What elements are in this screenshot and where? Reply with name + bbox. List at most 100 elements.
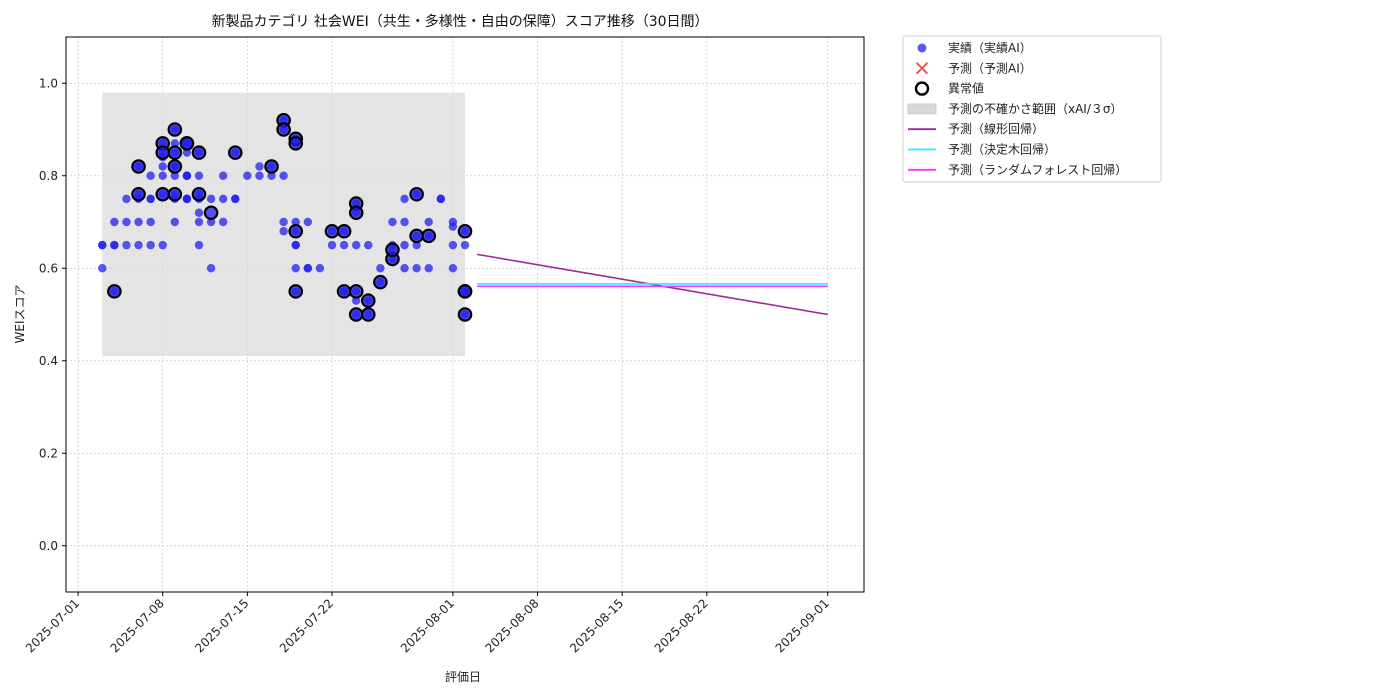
actual-point bbox=[448, 222, 458, 231]
outlier-point bbox=[107, 284, 122, 299]
outlier-point bbox=[324, 223, 340, 239]
actual-point bbox=[194, 217, 204, 227]
legend-label: 予測の不確かさ範囲（xAI/３σ） bbox=[948, 101, 1123, 116]
y-axis-ticks: 0.0 0.2 0.4 0.6 0.8 1.0 bbox=[39, 76, 66, 553]
outlier-point bbox=[288, 223, 304, 239]
outlier-point bbox=[409, 186, 424, 202]
x-tick-label: 2025-07-15 bbox=[192, 596, 251, 655]
actual-point bbox=[182, 171, 192, 180]
y-tick-label: 0.8 bbox=[39, 169, 58, 183]
actual-point bbox=[243, 171, 252, 180]
plot-frame bbox=[65, 36, 865, 593]
x-tick-label: 2025-07-01 bbox=[23, 596, 82, 655]
actual-point bbox=[206, 264, 216, 273]
outlier-point bbox=[373, 274, 388, 290]
actual-point bbox=[291, 240, 300, 250]
outlier-point bbox=[191, 186, 207, 202]
actual-point bbox=[134, 240, 143, 250]
outlier-point bbox=[457, 223, 473, 239]
actual-point bbox=[279, 217, 288, 227]
legend-label: 異常値 bbox=[948, 81, 984, 96]
outlier-point bbox=[360, 293, 376, 308]
actual-point bbox=[218, 171, 228, 180]
outlier-points-layer bbox=[107, 112, 473, 322]
actual-point bbox=[267, 171, 276, 180]
outlier-point bbox=[264, 159, 279, 174]
prediction-lines-layer bbox=[476, 253, 828, 316]
actual-point bbox=[400, 194, 409, 204]
actual-point bbox=[194, 171, 204, 180]
legend-outlier-marker bbox=[914, 81, 930, 96]
x-axis-ticks: 2025-07-01 2025-07-08 2025-07-15 2025-07-22… bbox=[23, 592, 832, 655]
legend-label: 予測（線形回帰） bbox=[948, 121, 1044, 136]
x-tick-label: 2025-09-01 bbox=[773, 596, 832, 655]
legend-label: 予測（ランダムフォレスト回帰） bbox=[948, 162, 1127, 177]
actual-point bbox=[436, 194, 446, 204]
outlier-point bbox=[457, 307, 473, 322]
actual-point bbox=[351, 240, 361, 250]
actual-point bbox=[327, 240, 337, 250]
outlier-point bbox=[227, 145, 243, 160]
actual-point bbox=[206, 194, 216, 204]
outlier-point bbox=[421, 228, 437, 244]
outlier-point bbox=[155, 186, 171, 202]
actual-point bbox=[315, 264, 325, 273]
actual-point bbox=[424, 217, 433, 227]
actual-point bbox=[206, 217, 216, 227]
outlier-point bbox=[409, 228, 424, 244]
outlier-point bbox=[167, 159, 183, 174]
actual-point bbox=[98, 240, 107, 250]
y-tick-label: 1.0 bbox=[39, 76, 58, 90]
outlier-point bbox=[131, 186, 146, 202]
actual-point bbox=[98, 264, 107, 273]
outlier-point bbox=[348, 284, 364, 299]
legend-predicted-marker bbox=[915, 62, 929, 75]
actual-point bbox=[158, 240, 167, 250]
actual-point bbox=[110, 240, 119, 250]
outlier-point bbox=[276, 122, 291, 137]
outlier-point bbox=[360, 307, 376, 322]
actual-point bbox=[170, 139, 180, 148]
actual-point bbox=[110, 217, 119, 227]
y-tick-label: 0.4 bbox=[39, 354, 58, 368]
actual-point bbox=[303, 217, 313, 227]
outlier-point bbox=[336, 284, 352, 299]
x-tick-label: 2025-08-08 bbox=[482, 596, 541, 655]
x-tick-label: 2025-08-22 bbox=[652, 596, 711, 655]
actual-point bbox=[170, 217, 180, 227]
actual-point bbox=[376, 264, 385, 273]
outlier-point bbox=[131, 159, 146, 174]
actual-point bbox=[303, 264, 313, 273]
outlier-point bbox=[348, 205, 364, 221]
actual-point bbox=[146, 171, 155, 180]
actual-point bbox=[448, 264, 458, 273]
outlier-point bbox=[348, 307, 364, 322]
actual-point bbox=[424, 264, 433, 273]
actual-point bbox=[448, 240, 458, 250]
actual-point bbox=[231, 194, 240, 204]
outlier-point bbox=[385, 242, 400, 258]
actual-point bbox=[279, 227, 288, 236]
outlier-point bbox=[288, 284, 304, 299]
actual-point bbox=[400, 264, 409, 273]
outlier-point bbox=[155, 145, 171, 160]
actual-point bbox=[146, 194, 155, 204]
y-tick-label: 0.6 bbox=[39, 261, 58, 275]
outlier-point bbox=[288, 136, 304, 151]
actual-point bbox=[194, 208, 204, 217]
actual-point bbox=[412, 240, 421, 250]
outlier-point bbox=[167, 122, 183, 137]
outlier-point bbox=[167, 186, 183, 202]
outlier-point bbox=[167, 145, 183, 160]
actual-point bbox=[158, 171, 167, 180]
actual-point bbox=[122, 240, 131, 250]
actual-point bbox=[279, 171, 288, 180]
actual-point bbox=[182, 148, 192, 157]
legend-label: 予測（決定木回帰） bbox=[948, 142, 1056, 157]
actual-point bbox=[122, 194, 131, 204]
x-axis-label: 評価日 bbox=[445, 669, 481, 684]
y-axis-label: WEIスコア bbox=[13, 285, 27, 344]
